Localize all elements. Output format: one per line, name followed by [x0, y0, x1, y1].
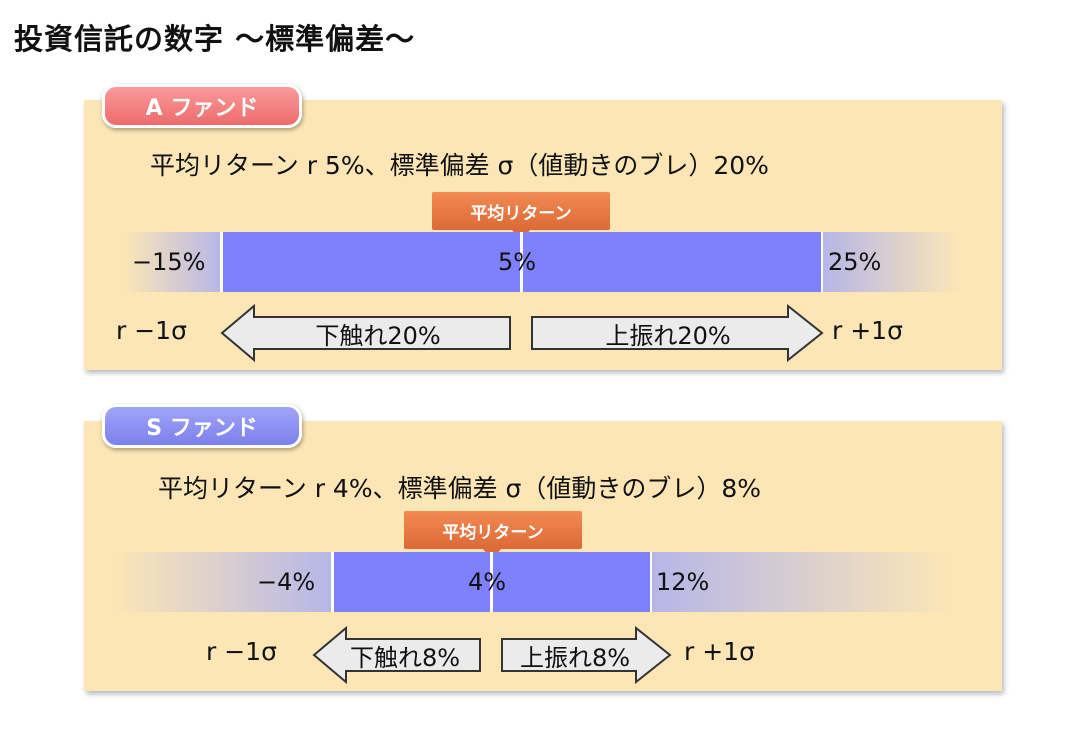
fund-a-high-value: 25%: [828, 248, 882, 276]
fund-a-minus-sigma: r −1σ: [116, 316, 187, 345]
fund-s-fade-right: [652, 552, 952, 612]
fund-s-tab: S ファンド: [102, 404, 302, 448]
fund-a-description: 平均リターン r 5%、標準偏差 σ（値動きのブレ）20%: [150, 151, 769, 180]
fund-s-mean-callout: 平均リターン: [404, 511, 582, 549]
fund-s-down-arrow-icon: [312, 626, 481, 684]
fund-s-minus-sigma: r −1σ: [206, 637, 277, 666]
fund-a-down-arrow-icon: [220, 304, 511, 362]
fund-a-mean-callout: 平均リターン: [432, 192, 610, 230]
fund-s-fade-left: [114, 552, 332, 612]
fund-a-down-arrow-label: 下触れ20%: [315, 322, 441, 350]
page-title: 投資信託の数字 〜標準偏差〜: [14, 22, 416, 56]
fund-a-plus-sigma: r +1σ: [832, 316, 903, 345]
fund-a-fade-right: [823, 232, 960, 292]
fund-s-down-arrow-label: 下触れ8%: [349, 644, 461, 672]
fund-a-tab: A ファンド: [102, 84, 302, 128]
fund-a-up-arrow-icon: [531, 304, 824, 362]
fund-s-up-arrow-label: 上振れ8%: [519, 644, 631, 672]
fund-s-plus-sigma: r +1σ: [684, 637, 755, 666]
fund-s-description: 平均リターン r 4%、標準偏差 σ（値動きのブレ）8%: [158, 474, 762, 503]
fund-a-mean-line: [520, 232, 523, 292]
fund-a-low-value: −15%: [132, 248, 206, 276]
fund-s-high-value: 12%: [656, 568, 710, 596]
fund-a-fade-left: [124, 232, 222, 292]
fund-a-mean-value: 5%: [498, 248, 537, 276]
fund-s-up-arrow-icon: [501, 626, 672, 684]
fund-s-mean-value: 4%: [468, 568, 507, 596]
fund-s-mean-line: [490, 552, 493, 612]
fund-a-up-arrow-label: 上振れ20%: [605, 322, 731, 350]
fund-s-low-value: −4%: [257, 568, 316, 596]
